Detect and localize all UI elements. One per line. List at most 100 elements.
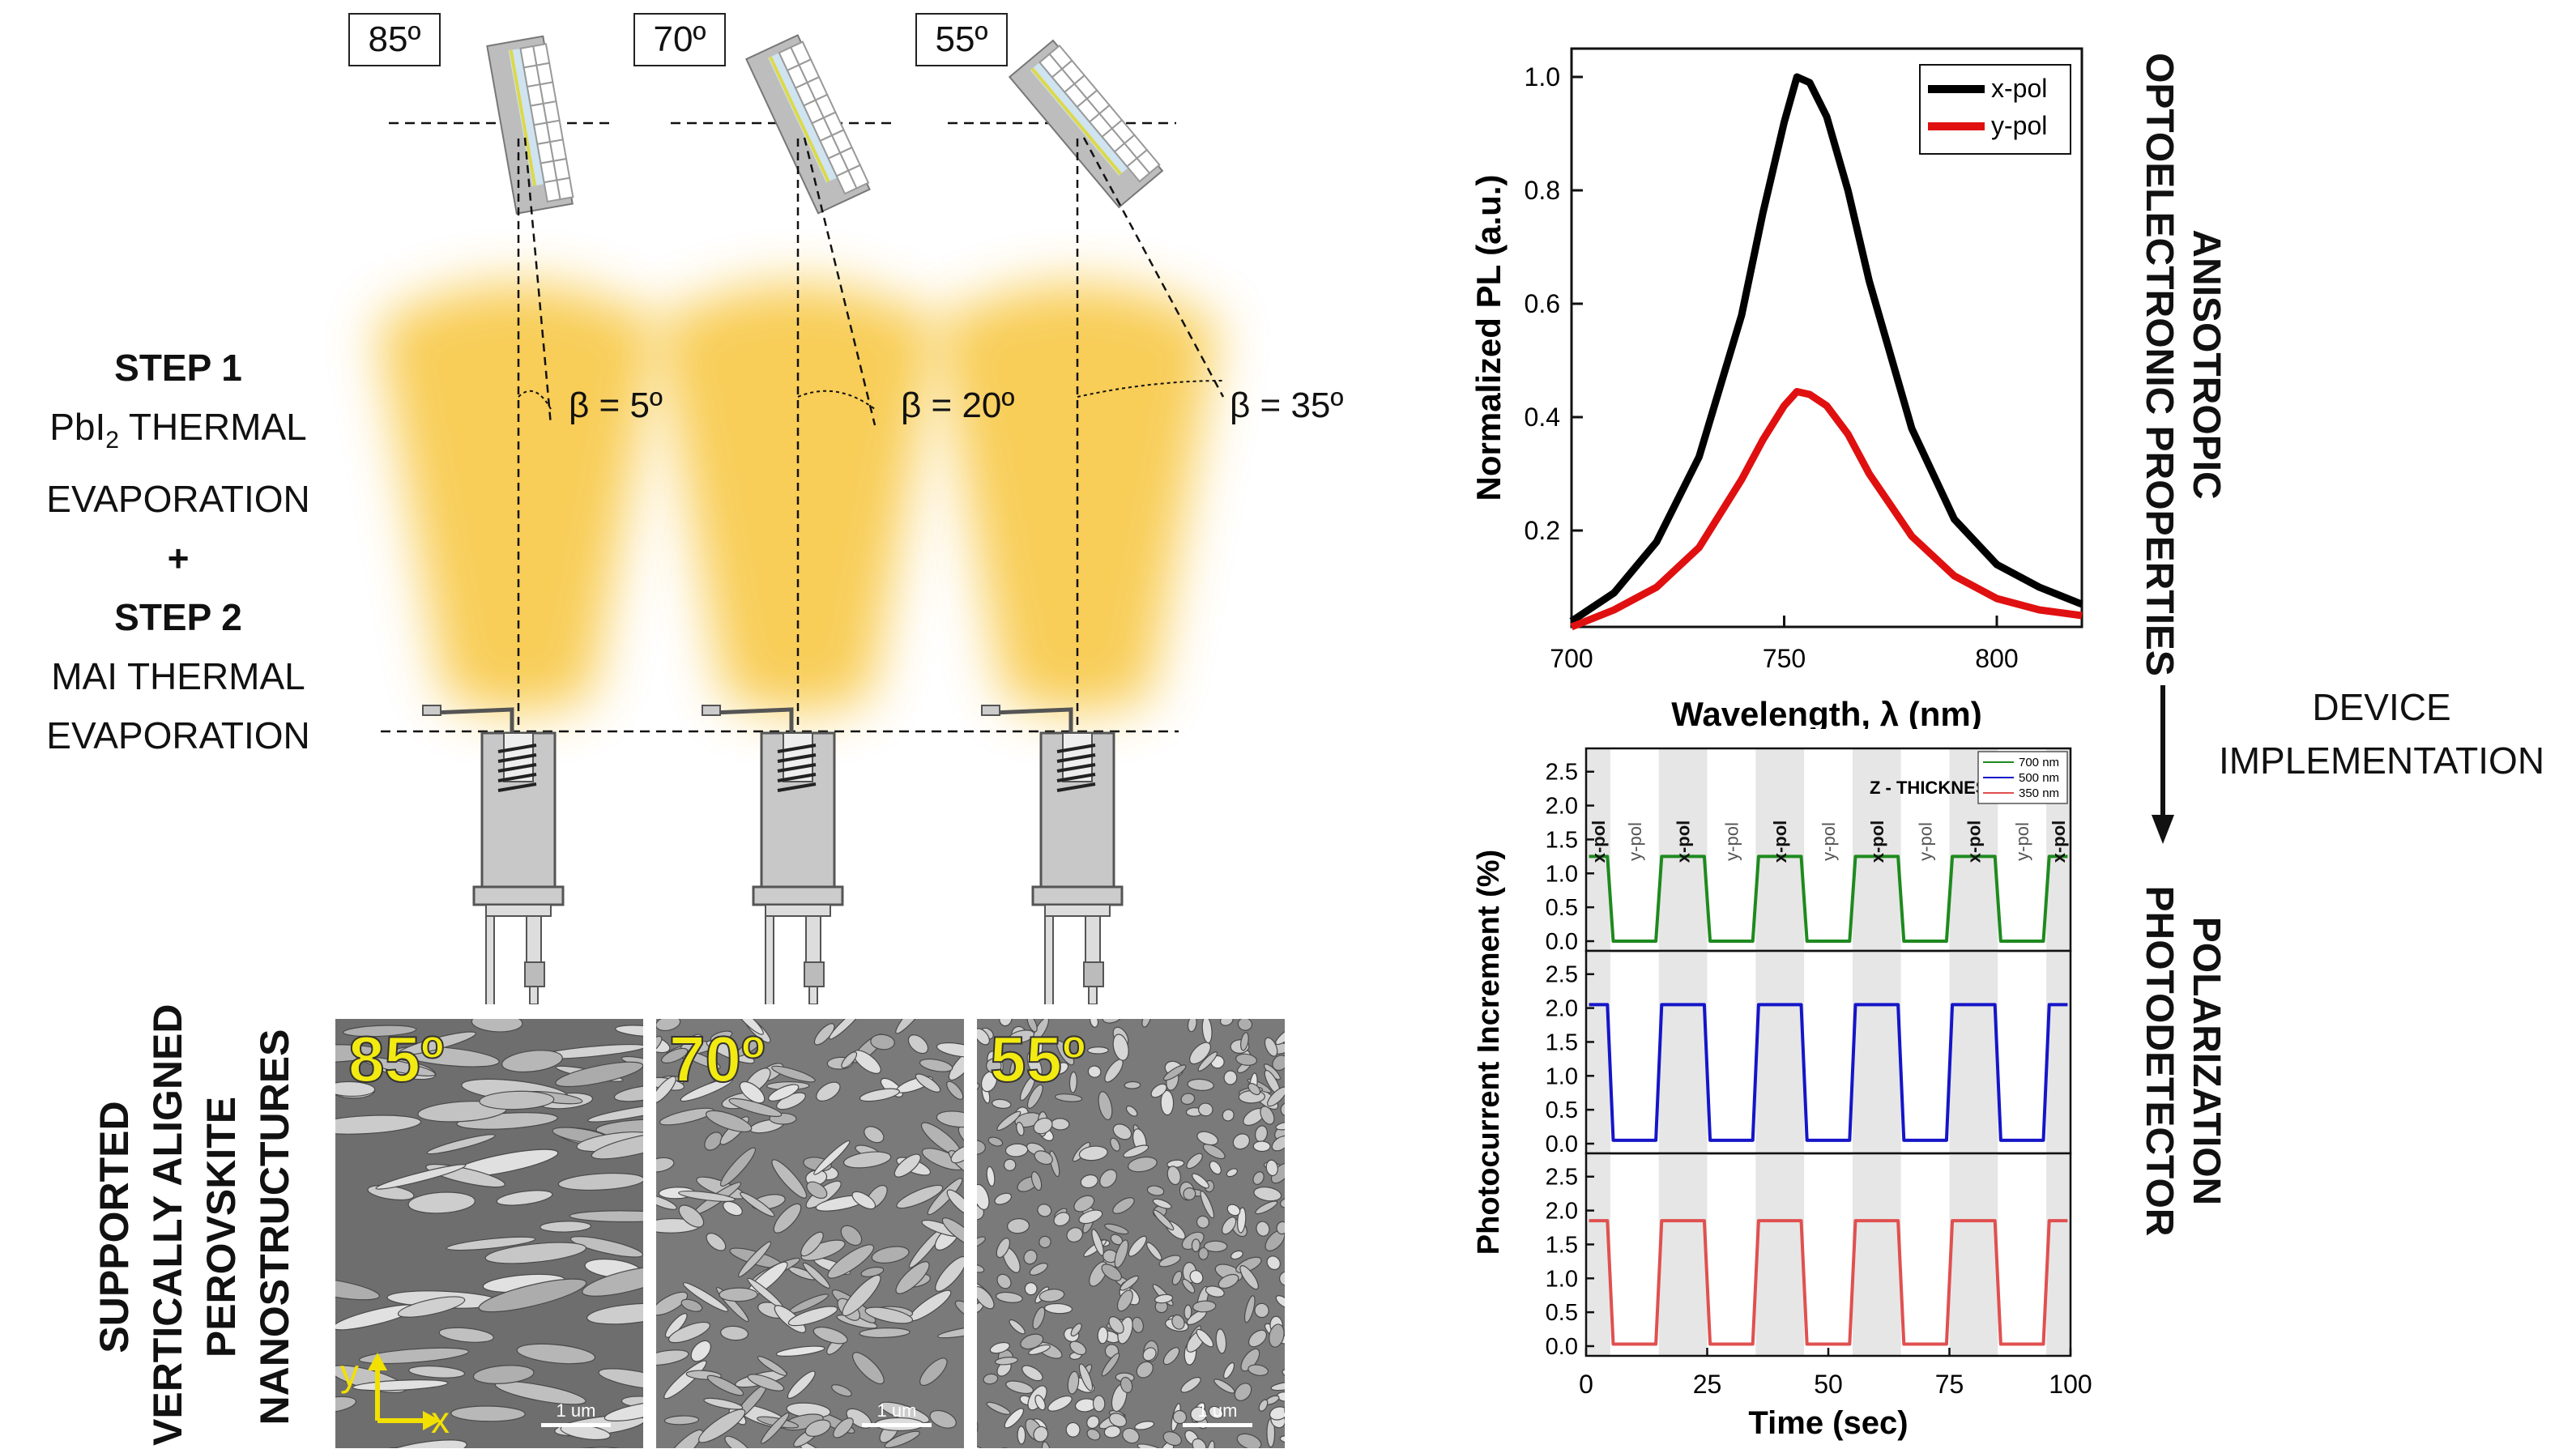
y-tick-label: 1.0 (1546, 1266, 1578, 1292)
x-pol-shade (1852, 748, 1901, 951)
x-pol-shade (2046, 1153, 2071, 1356)
pol-label: x-pol (1674, 820, 1694, 863)
series-line-500 nm (1589, 1003, 2068, 1142)
y-tick-label: 0.5 (1546, 1097, 1578, 1123)
legend-box (1919, 64, 2071, 155)
photocurrent-chart: 0.0 0.5 1.0 1.5 2.0 2.5 x-pol y-pol x-pol y-pol x-… (1472, 747, 2092, 1441)
x-axis-label: Time (sec) (1748, 1405, 1908, 1441)
step1-method: EVAPORATION (46, 478, 310, 521)
evaporation-source (422, 705, 565, 1004)
x-tick-label: 100 (2049, 1370, 2092, 1399)
pol-label: y-pol (2012, 822, 2032, 861)
x-tick-label: 25 (1693, 1370, 1722, 1399)
scale-bar: 1 um (862, 1400, 932, 1427)
y-tick-label: 1.5 (1546, 1232, 1578, 1258)
plus-sign: + (167, 537, 190, 580)
y-tick-label: 0.4 (1525, 403, 1560, 432)
x-pol-shade (1755, 1153, 1805, 1356)
pol-label: y-pol (1625, 822, 1645, 861)
legend-label: y-pol (1991, 111, 2047, 140)
y-tick-label: 0.8 (1525, 176, 1560, 205)
x-pol-shade (1658, 1153, 1708, 1356)
pol-label: y-pol (1916, 822, 1936, 861)
x-pol-shade (1852, 951, 1901, 1153)
angle-70-label: 70º (633, 13, 726, 66)
pol-label: x-pol (1589, 820, 1609, 863)
x-axis-label: Wavelength, λ (nm) (1671, 695, 1981, 729)
step2-material: MAI THERMAL (51, 655, 305, 698)
y-tick-label: 1.0 (1525, 62, 1560, 92)
sem-image-55: 55º 1 um (977, 1019, 1285, 1448)
y-tick-label: 2.0 (1546, 996, 1578, 1022)
step-description: STEP 1 PbI2 THERMAL EVAPORATION + STEP 2… (0, 339, 356, 765)
beta-35-label: β = 35º (1230, 386, 1344, 425)
x-pol-shade (1755, 748, 1805, 951)
step2-title: STEP 2 (114, 596, 242, 639)
y-tick-label: 0.0 (1546, 929, 1578, 955)
y-tick-label: 1.5 (1546, 827, 1578, 853)
beta-20-label: β = 20º (901, 386, 1015, 425)
legend-label: 700 nm (2019, 756, 2059, 769)
x-pol-shade (1658, 951, 1708, 1153)
x-pol-shade (1586, 1153, 1610, 1356)
y-axis-label: Normalized PL (a.u.) (1469, 175, 1508, 501)
legend-label: 350 nm (2019, 786, 2059, 800)
angle-85-label: 85º (348, 13, 441, 66)
evaporation-source (981, 705, 1124, 1004)
beta-5-label: β = 5º (569, 386, 663, 425)
series-line-x-pol (1569, 73, 2083, 624)
xy-axis-arrows (368, 1353, 441, 1430)
pol-label: x-pol (1867, 820, 1887, 863)
x-tick-label: 750 (1763, 644, 1806, 673)
evaporation-source (702, 705, 844, 1004)
sem-image-70: 70º 1 um (656, 1019, 964, 1448)
anisotropic-label: ANISOTROPIC OPTOELECTRONIC PROPERTIES (2138, 53, 2228, 676)
x-tick-label: 50 (1814, 1370, 1843, 1399)
pl-chart: 700 750 800 0.2 0.4 0.6 0.8 1.0 Wavelength, λ (n… (1469, 47, 2083, 729)
series-line-700 nm (1589, 854, 2068, 943)
x-pol-shade (1949, 1153, 1998, 1356)
y-tick-label: 1.0 (1546, 861, 1578, 887)
angle-55-label: 55º (915, 13, 1008, 66)
y-tick-label: 2.5 (1546, 962, 1578, 988)
y-axis-label: Photocurrent Increment (%) (1472, 850, 1506, 1255)
y-tick-label: 0.5 (1546, 895, 1578, 921)
series-line-350 nm (1589, 1219, 2068, 1346)
y-tick-label: 2.5 (1546, 1165, 1578, 1191)
x-pol-shade (2046, 951, 2071, 1153)
legend-label: x-pol (1991, 74, 2047, 103)
photodetector-label: POLARIZATION PHOTODETECTOR (2138, 885, 2228, 1237)
scale-bar: 1 um (1183, 1400, 1252, 1427)
x-pol-shade (1586, 951, 1610, 1153)
device-implementation-label: DEVICE IMPLEMENTATION (2218, 686, 2545, 782)
x-pol-shade (1755, 951, 1805, 1153)
sem-image-85: 85º y x 1 um (335, 1019, 643, 1448)
pol-label: x-pol (2049, 820, 2069, 863)
x-tick-label: 800 (1975, 644, 2018, 673)
y-tick-label: 2.5 (1546, 760, 1578, 786)
x-pol-shade (1949, 951, 1998, 1153)
x-tick-label: 0 (1579, 1370, 1593, 1399)
pol-label: x-pol (1770, 820, 1790, 863)
x-tick-label: 700 (1550, 644, 1593, 673)
y-tick-label: 0.0 (1546, 1131, 1578, 1157)
sem-angle-label: 55º (989, 1022, 1086, 1096)
deposition-schematic (377, 34, 1225, 1004)
x-pol-shade (1852, 1153, 1901, 1356)
pol-label: y-pol (1721, 822, 1742, 861)
step1-material: PbI2 THERMAL (49, 406, 307, 454)
y-tick-label: 2.0 (1546, 1199, 1578, 1225)
y-tick-label: 0.0 (1546, 1334, 1578, 1360)
y-tick-label: 1.5 (1546, 1029, 1578, 1055)
x-pol-shade (1586, 748, 1610, 951)
pol-label: x-pol (1964, 820, 1984, 863)
y-tick-label: 0.6 (1525, 289, 1560, 318)
x-pol-shade (1658, 748, 1708, 951)
y-tick-label: 0.2 (1525, 516, 1560, 545)
y-tick-label: 0.5 (1546, 1300, 1578, 1326)
sem-side-label: SUPPORTED VERTICALLY ALIGNED PEROVSKITE … (92, 1004, 297, 1446)
step1-title: STEP 1 (114, 347, 242, 389)
y-tick-label: 2.0 (1546, 794, 1578, 820)
x-tick-label: 75 (1935, 1370, 1964, 1399)
step2-method: EVAPORATION (46, 714, 310, 757)
